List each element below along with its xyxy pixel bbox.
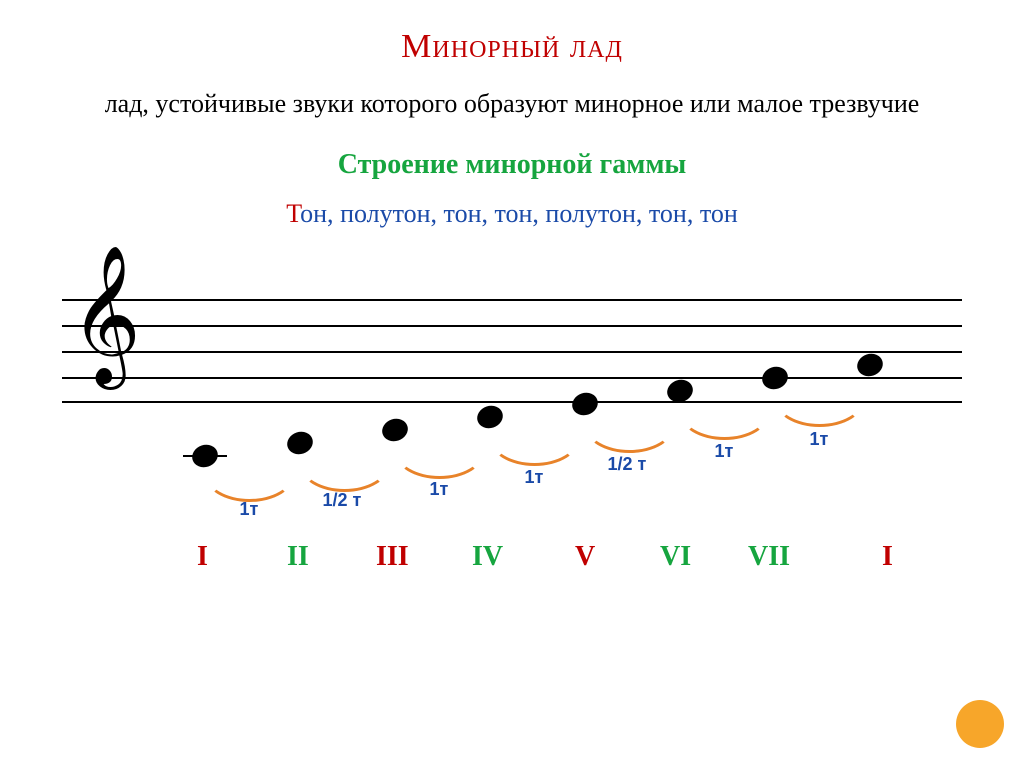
interval-label: 1т (715, 441, 734, 462)
interval-label: 1т (525, 467, 544, 488)
staff-diagram: 𝄞 1т1/2 т1т1т1/2 т1т1т IIIIIIIVVVIVIII (62, 269, 962, 549)
gamma-structure-title: Строение минорной гаммы (0, 149, 1024, 181)
interval-arc (679, 384, 770, 440)
scale-degree: VII (748, 541, 790, 573)
interval-arc (489, 410, 580, 466)
scale-degree: VI (660, 541, 691, 573)
interval-arc (584, 397, 675, 453)
scale-degree: IV (472, 541, 503, 573)
interval-arc (299, 436, 390, 492)
subtitle: лад, устойчивые звуки которого образуют … (0, 86, 1024, 121)
interval-arc (204, 446, 295, 502)
decorative-circle-icon (956, 700, 1004, 748)
interval-arc (774, 371, 865, 427)
interval-label: 1т (240, 499, 259, 520)
scale-degree: III (376, 541, 409, 573)
interval-arc (394, 423, 485, 479)
scale-degree: V (575, 541, 595, 573)
interval-pattern: Тон, полутон, тон, тон, полутон, тон, то… (0, 199, 1024, 229)
scale-degree: I (197, 541, 208, 573)
interval-label: 1т (810, 429, 829, 450)
page-title: Минорный лад (0, 0, 1024, 66)
treble-clef-icon: 𝄞 (70, 255, 141, 375)
interval-label: 1/2 т (323, 490, 362, 511)
interval-label: 1/2 т (608, 454, 647, 475)
interval-label: 1т (430, 479, 449, 500)
scale-degree: I (882, 541, 893, 573)
scale-degree: II (287, 541, 309, 573)
